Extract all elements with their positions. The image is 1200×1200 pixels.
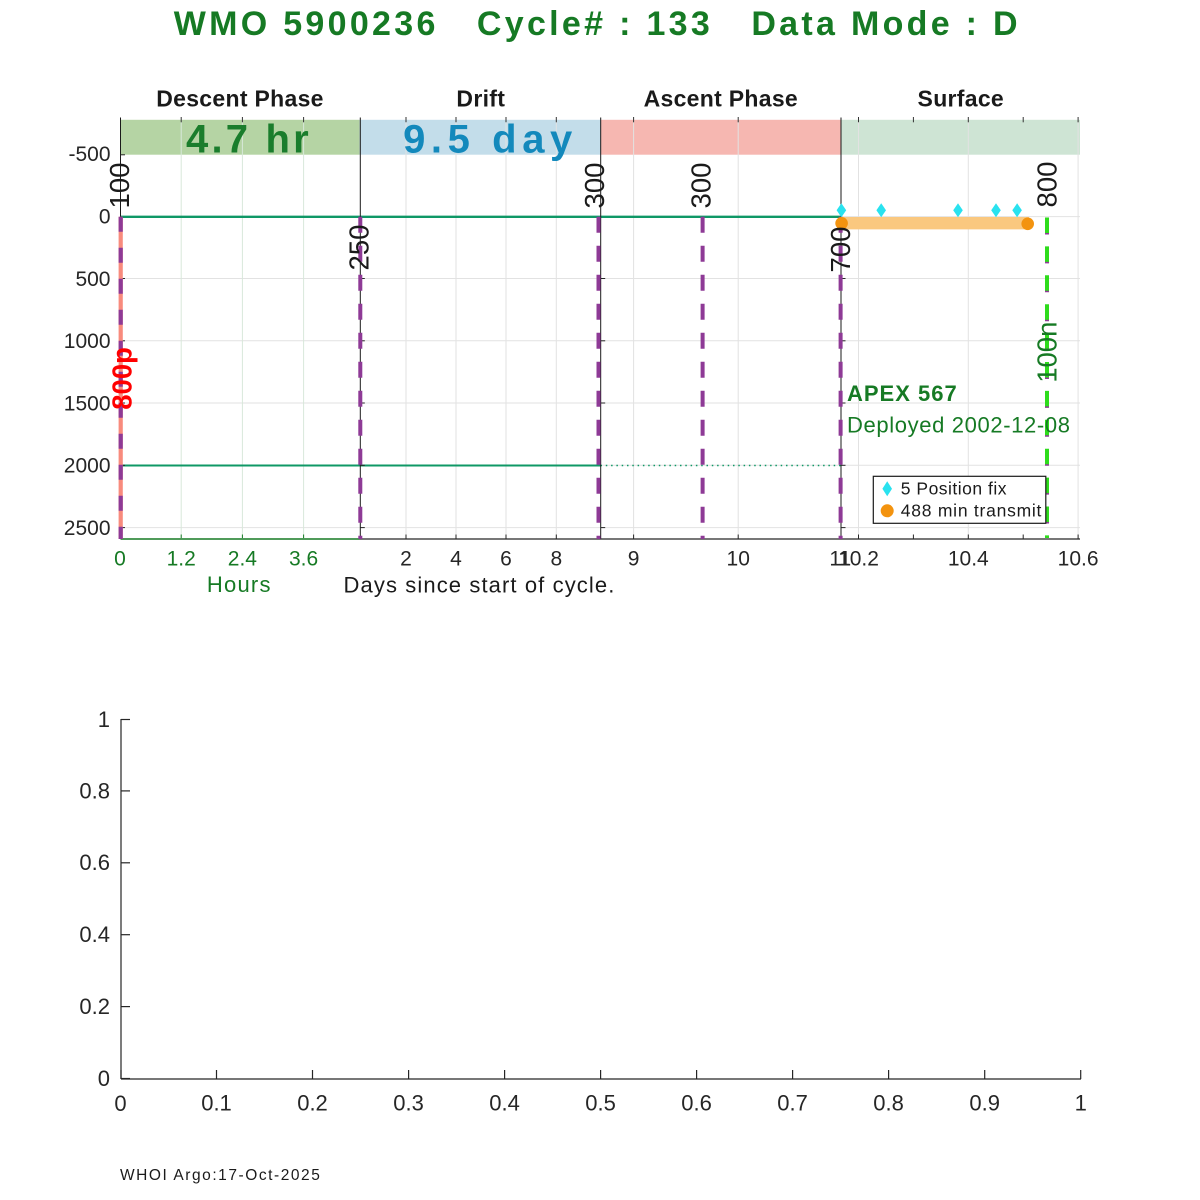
svg-text:6: 6 xyxy=(500,548,512,571)
svg-text:0.5: 0.5 xyxy=(585,1090,616,1115)
svg-text:1.2: 1.2 xyxy=(167,548,196,571)
svg-text:0.2: 0.2 xyxy=(297,1090,328,1115)
svg-text:800: 800 xyxy=(1031,162,1062,208)
svg-text:2: 2 xyxy=(400,548,412,571)
svg-text:WMO 5900236 Cycle# : 133 D: WMO 5900236 Cycle# : 133 Data Mode : D xyxy=(174,5,1021,43)
svg-text:0.1: 0.1 xyxy=(201,1090,232,1115)
svg-text:5 Position fix: 5 Position fix xyxy=(901,479,1007,499)
svg-text:0.3: 0.3 xyxy=(393,1090,424,1115)
svg-text:0.8: 0.8 xyxy=(79,778,110,803)
svg-text:0.9: 0.9 xyxy=(969,1090,1000,1115)
svg-text:2000: 2000 xyxy=(64,455,111,478)
svg-text:488 min transmit: 488 min transmit xyxy=(901,501,1042,521)
svg-text:10: 10 xyxy=(727,548,750,571)
svg-text:3.6: 3.6 xyxy=(289,548,318,571)
svg-text:0: 0 xyxy=(98,1066,110,1091)
svg-text:0.4: 0.4 xyxy=(79,922,110,947)
svg-text:100: 100 xyxy=(104,163,135,209)
svg-text:Descent Phase: Descent Phase xyxy=(156,86,324,112)
svg-text:10.4: 10.4 xyxy=(948,548,989,571)
svg-text:100n: 100n xyxy=(1031,322,1062,383)
svg-text:4.7 hr: 4.7 hr xyxy=(186,118,312,162)
svg-text:0.6: 0.6 xyxy=(79,850,110,875)
svg-text:Days since start of cycle.: Days since start of cycle. xyxy=(344,573,616,598)
svg-text:0.6: 0.6 xyxy=(681,1090,712,1115)
svg-text:1: 1 xyxy=(1075,1090,1087,1115)
svg-text:1500: 1500 xyxy=(64,392,111,415)
svg-text:250: 250 xyxy=(344,225,375,271)
svg-text:9: 9 xyxy=(628,548,640,571)
svg-text:0.8: 0.8 xyxy=(873,1090,904,1115)
svg-text:800p: 800p xyxy=(107,347,138,410)
svg-text:500: 500 xyxy=(75,268,110,291)
svg-text:300: 300 xyxy=(579,163,610,209)
svg-text:1000: 1000 xyxy=(64,330,111,353)
svg-text:0.4: 0.4 xyxy=(489,1090,520,1115)
svg-text:9.5 day: 9.5 day xyxy=(403,118,578,162)
svg-text:0: 0 xyxy=(114,1091,126,1116)
svg-text:0.7: 0.7 xyxy=(777,1090,808,1115)
svg-text:Hours: Hours xyxy=(207,572,272,597)
svg-text:4: 4 xyxy=(450,548,462,571)
svg-text:0: 0 xyxy=(114,548,126,571)
svg-text:11: 11 xyxy=(829,548,851,571)
svg-text:APEX 567: APEX 567 xyxy=(847,381,958,406)
svg-text:8: 8 xyxy=(550,548,562,571)
svg-text:2500: 2500 xyxy=(64,517,111,540)
svg-text:300: 300 xyxy=(685,163,716,209)
svg-text:-500: -500 xyxy=(68,143,110,166)
svg-text:700: 700 xyxy=(825,227,856,273)
svg-text:Deployed 2002-12-08: Deployed 2002-12-08 xyxy=(847,413,1071,438)
svg-text:2.4: 2.4 xyxy=(228,548,258,571)
svg-text:Drift: Drift xyxy=(456,86,505,112)
svg-text:WHOI Argo:17-Oct-2025: WHOI Argo:17-Oct-2025 xyxy=(120,1167,321,1184)
svg-text:0.2: 0.2 xyxy=(79,994,110,1019)
svg-text:10.2: 10.2 xyxy=(838,548,879,571)
svg-text:Surface: Surface xyxy=(918,86,1004,112)
svg-text:Ascent Phase: Ascent Phase xyxy=(644,86,798,112)
svg-text:1: 1 xyxy=(98,707,110,732)
svg-text:0: 0 xyxy=(99,206,111,229)
svg-text:10.6: 10.6 xyxy=(1058,548,1099,571)
